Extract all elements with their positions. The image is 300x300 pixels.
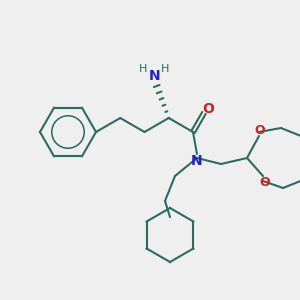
Text: H: H <box>139 64 147 74</box>
Text: H: H <box>160 64 169 74</box>
Text: N: N <box>191 154 203 168</box>
Text: N: N <box>149 69 161 83</box>
Text: O: O <box>255 124 265 136</box>
Text: O: O <box>202 102 214 116</box>
Text: O: O <box>260 176 270 190</box>
